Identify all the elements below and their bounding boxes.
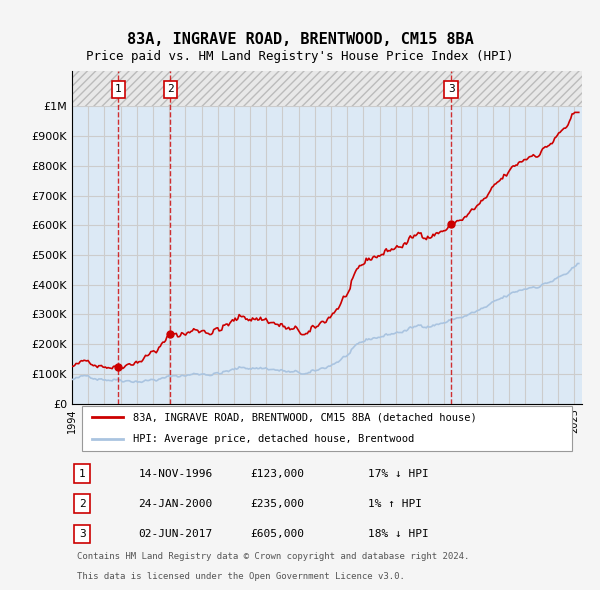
Bar [72,71,582,106]
Text: This data is licensed under the Open Government Licence v3.0.: This data is licensed under the Open Gov… [77,572,405,581]
Text: 14-NOV-1996: 14-NOV-1996 [139,468,212,478]
Text: 18% ↓ HPI: 18% ↓ HPI [368,529,428,539]
Text: 1% ↑ HPI: 1% ↑ HPI [368,499,422,509]
Text: Price paid vs. HM Land Registry's House Price Index (HPI): Price paid vs. HM Land Registry's House … [86,50,514,63]
Text: 2: 2 [79,499,86,509]
Text: 83A, INGRAVE ROAD, BRENTWOOD, CM15 8BA (detached house): 83A, INGRAVE ROAD, BRENTWOOD, CM15 8BA (… [133,412,477,422]
Text: 02-JUN-2017: 02-JUN-2017 [139,529,212,539]
Text: 1: 1 [115,84,122,94]
Text: £605,000: £605,000 [251,529,305,539]
Text: 2: 2 [167,84,173,94]
FancyBboxPatch shape [82,406,572,451]
Text: 3: 3 [448,84,455,94]
Text: Contains HM Land Registry data © Crown copyright and database right 2024.: Contains HM Land Registry data © Crown c… [77,552,469,560]
Text: £235,000: £235,000 [251,499,305,509]
Text: 3: 3 [79,529,86,539]
Text: £123,000: £123,000 [251,468,305,478]
Text: 83A, INGRAVE ROAD, BRENTWOOD, CM15 8BA: 83A, INGRAVE ROAD, BRENTWOOD, CM15 8BA [127,32,473,47]
Text: 24-JAN-2000: 24-JAN-2000 [139,499,212,509]
Text: 17% ↓ HPI: 17% ↓ HPI [368,468,428,478]
Text: 1: 1 [79,468,86,478]
Text: HPI: Average price, detached house, Brentwood: HPI: Average price, detached house, Bren… [133,434,415,444]
